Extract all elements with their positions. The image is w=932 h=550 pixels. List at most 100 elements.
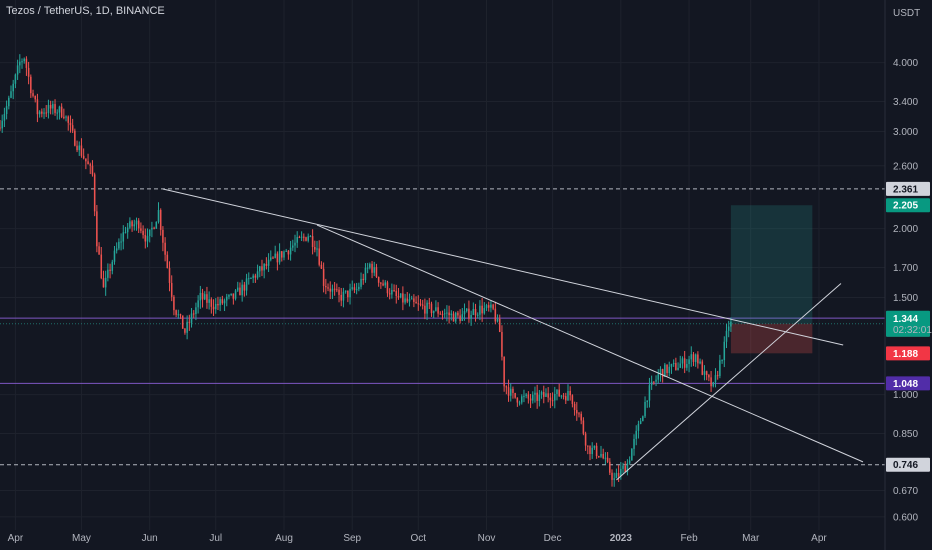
candle-body — [37, 99, 39, 114]
candle-body — [633, 439, 635, 449]
candle-body — [74, 131, 76, 146]
candle-body — [294, 243, 296, 246]
candle-body — [12, 84, 14, 91]
candle-body — [360, 279, 362, 287]
candle-body — [572, 395, 574, 404]
candle-body — [635, 431, 637, 439]
candle-body — [371, 264, 373, 273]
candle-body — [105, 278, 107, 288]
candle-body — [587, 446, 589, 447]
candle-body — [87, 161, 89, 164]
candle-body — [543, 392, 545, 397]
candle-body — [327, 287, 329, 288]
candle-body — [488, 305, 490, 308]
candle-body — [30, 77, 32, 93]
candle-body — [272, 257, 274, 258]
candle-body — [717, 375, 719, 376]
candle-body — [142, 231, 144, 235]
candle-body — [184, 329, 186, 333]
candle-body — [490, 305, 492, 308]
candle-body — [226, 297, 228, 301]
candle-body — [495, 309, 497, 322]
candle-body — [721, 360, 723, 361]
candle-body — [391, 290, 393, 294]
candle-body — [508, 387, 510, 396]
candle-body — [536, 393, 538, 401]
candle-body — [684, 358, 686, 367]
time-tick-label: Dec — [544, 533, 562, 544]
candle-body — [473, 309, 475, 315]
candle-body — [644, 402, 646, 416]
candle-body — [521, 396, 523, 402]
candle-body — [241, 285, 243, 296]
level-tag-label: 1.048 — [893, 379, 918, 390]
candle-body — [481, 306, 483, 314]
candle-body — [285, 251, 287, 252]
price-tick-label: 0.850 — [893, 429, 918, 440]
candle-body — [556, 390, 558, 394]
candle-body — [697, 354, 699, 363]
price-tick-label: 3.400 — [893, 97, 918, 108]
candle-body — [347, 291, 349, 298]
candle-body — [451, 314, 453, 316]
candle-body — [301, 237, 303, 238]
candle-body — [583, 421, 585, 434]
level-tag-label: 2.361 — [893, 184, 918, 195]
candle-body — [334, 289, 336, 290]
candle-body — [466, 309, 468, 311]
candle-body — [457, 313, 459, 316]
candle-body — [288, 251, 290, 255]
candle-body — [239, 288, 241, 296]
candle-body — [257, 271, 259, 277]
candle-body — [314, 247, 316, 250]
candle-body — [431, 304, 433, 313]
candle-body — [710, 377, 712, 386]
candle-body — [629, 461, 631, 464]
time-tick-label: 2023 — [610, 533, 633, 544]
candle-body — [147, 236, 149, 242]
candle-body — [136, 221, 138, 225]
candle-body — [404, 298, 406, 302]
candle-body — [96, 211, 98, 246]
candle-body — [237, 288, 239, 291]
candle-body — [186, 322, 188, 333]
stop-tag-label: 1.188 — [893, 349, 918, 360]
candle-body — [440, 314, 442, 315]
long-position-tool[interactable] — [731, 205, 812, 353]
candle-body — [534, 393, 536, 395]
candle-body — [380, 283, 382, 284]
candle-body — [316, 248, 318, 249]
candle-body — [131, 221, 133, 226]
candle-body — [34, 96, 36, 99]
candle-body — [252, 276, 254, 278]
candle-body — [94, 174, 96, 211]
candle-body — [651, 382, 653, 386]
candle-body — [713, 382, 715, 386]
candle-body — [233, 294, 235, 299]
candle-body — [153, 228, 155, 229]
candle-body — [145, 235, 147, 242]
candle-body — [724, 342, 726, 360]
candle-body — [486, 305, 488, 308]
candle-body — [158, 210, 160, 222]
candle-body — [246, 278, 248, 290]
candle-body — [277, 254, 279, 263]
candle-body — [149, 230, 151, 236]
candle-body — [358, 287, 360, 289]
candle-body — [514, 393, 516, 398]
candle-body — [600, 454, 602, 457]
candle-body — [407, 298, 409, 301]
candle-body — [682, 358, 684, 363]
candle-body — [65, 117, 67, 118]
time-tick-label: Apr — [811, 533, 827, 544]
candle-body — [519, 402, 521, 403]
candle-body — [81, 145, 83, 155]
candle-body — [578, 413, 580, 414]
candle-body — [244, 285, 246, 291]
candle-body — [424, 306, 426, 314]
candle-body — [649, 385, 651, 400]
candle-body — [259, 266, 261, 271]
candle-body — [567, 391, 569, 400]
candle-body — [118, 242, 120, 249]
